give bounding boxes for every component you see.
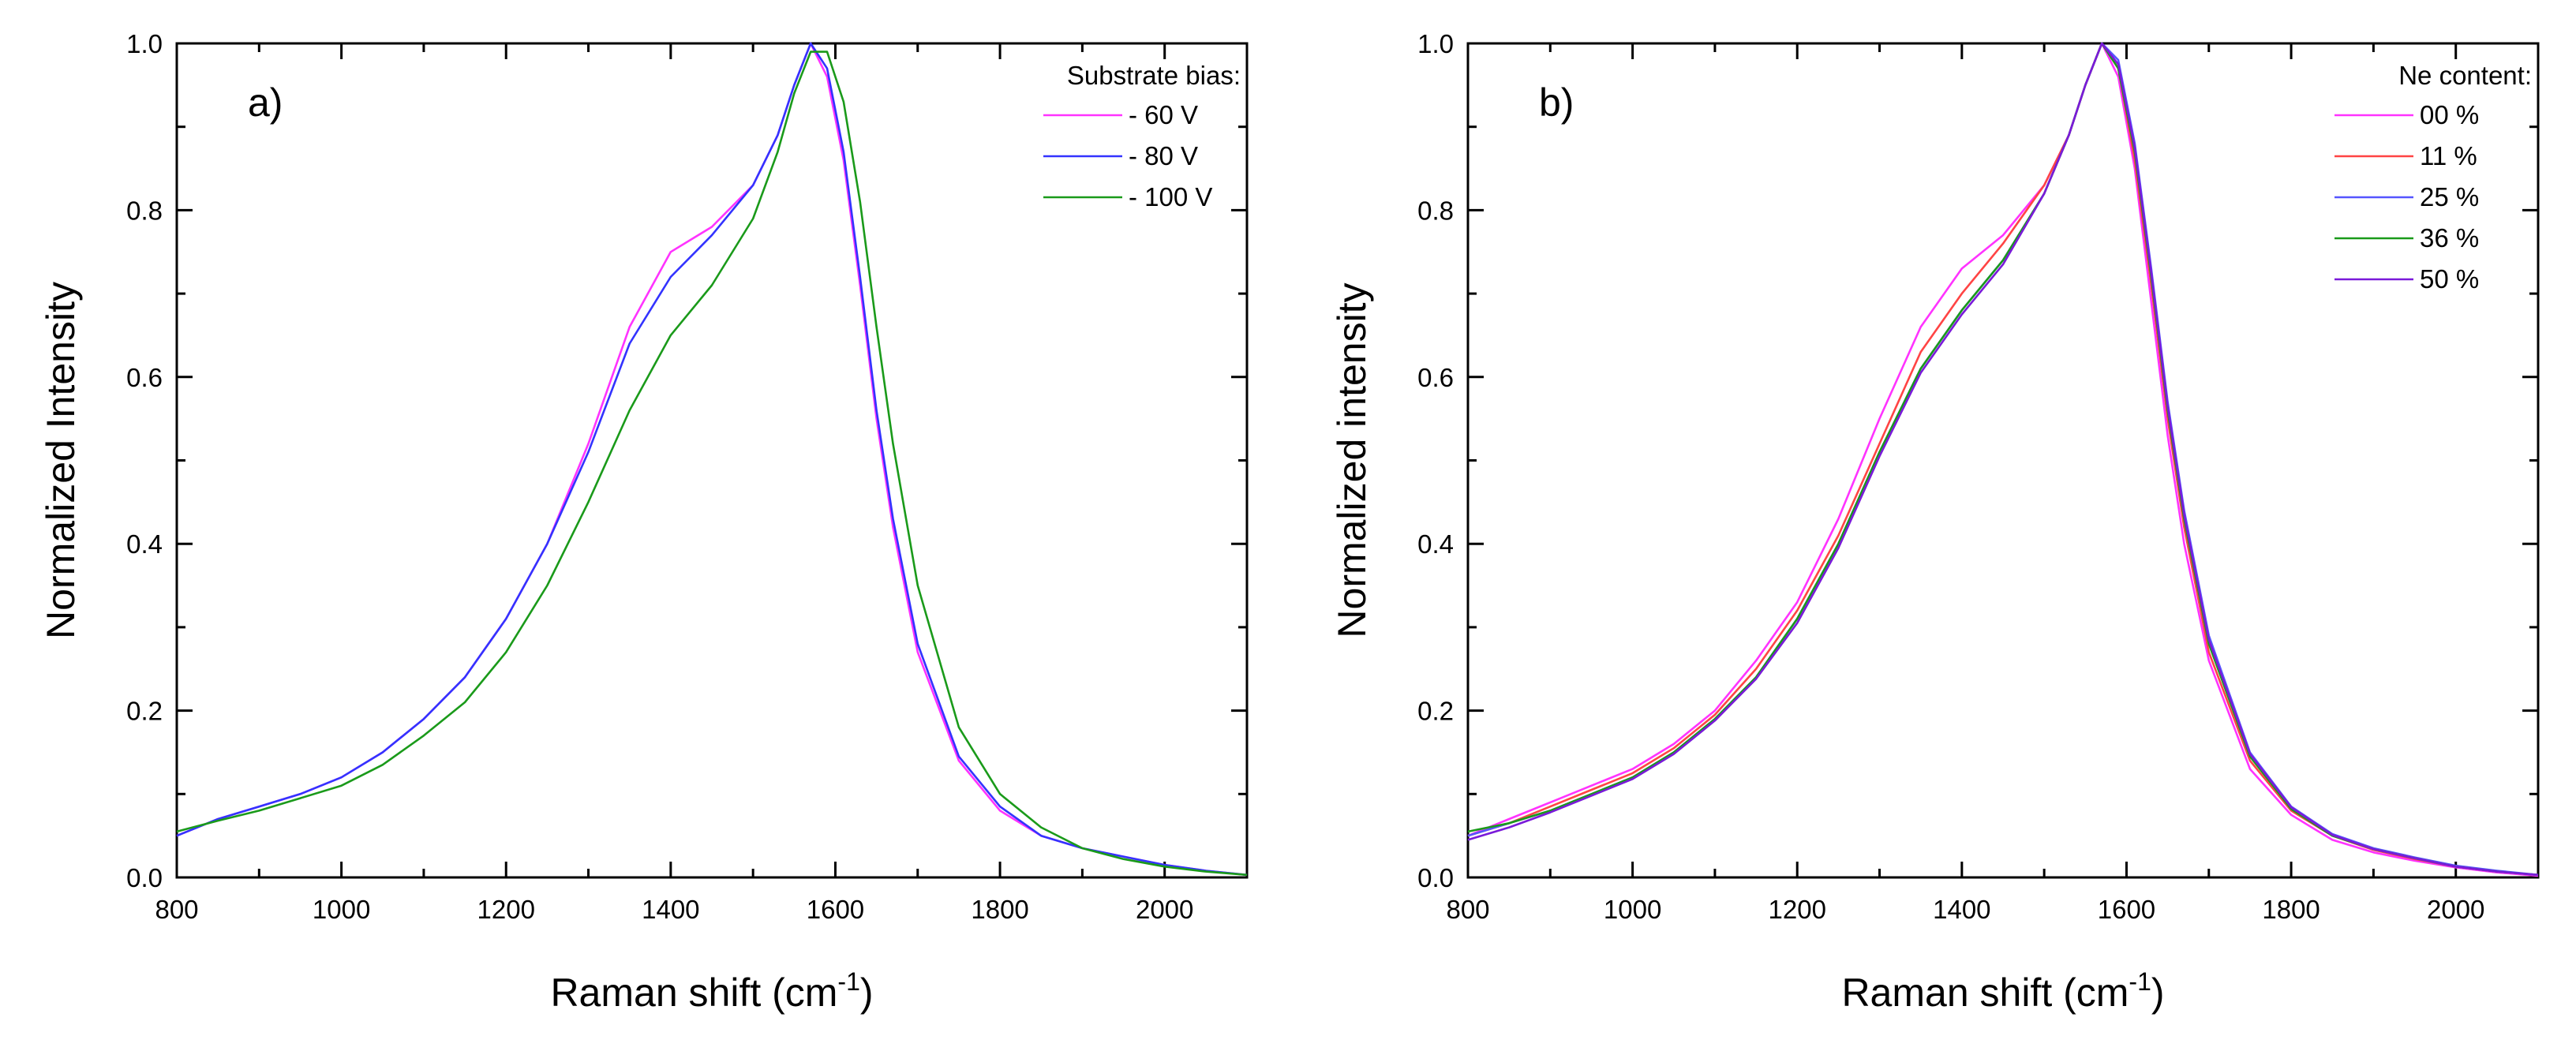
x-tick-label: 1200 bbox=[1769, 895, 1826, 924]
series-line-1 bbox=[1467, 42, 2539, 877]
legend-label: 25 % bbox=[2420, 182, 2479, 211]
series-line-0 bbox=[1467, 42, 2539, 877]
x-tick-label: 1200 bbox=[477, 895, 535, 924]
y-tick-label: 0.6 bbox=[126, 363, 163, 392]
plot-frame bbox=[1466, 42, 2540, 879]
series-line-3 bbox=[1467, 42, 2539, 877]
y-tick-label: 1.0 bbox=[1417, 29, 1454, 58]
y-tick-label: 0.2 bbox=[1417, 697, 1454, 726]
y-tick-label: 0.4 bbox=[1417, 529, 1454, 559]
x-tick-label: 1800 bbox=[2262, 895, 2320, 924]
y-tick-label: 1.0 bbox=[126, 29, 163, 58]
legend-label: - 60 V bbox=[1129, 100, 1198, 129]
panel-label: b) bbox=[1539, 80, 1574, 125]
x-tick-label: 2000 bbox=[2427, 895, 2484, 924]
y-tick-label: 0.2 bbox=[126, 697, 163, 726]
x-axis-label-text: Raman shift (cm bbox=[1841, 971, 2129, 1015]
chart-panel-a: 800 1000 1200 1400 1600 1800 2000 0.0 0.2 0.4 0.6 0… bbox=[39, 29, 1249, 1015]
x-tick-label: 2000 bbox=[1136, 895, 1193, 924]
x-axis-label: Raman shift (cm-1) bbox=[1841, 967, 2164, 1015]
series-line-2 bbox=[176, 50, 1248, 877]
legend-title: Ne content: bbox=[2398, 61, 2532, 90]
x-axis-label-end: ) bbox=[2151, 971, 2165, 1015]
x-tick-label: 1000 bbox=[313, 895, 370, 924]
chart-panel-b: 800 1000 1200 1400 1600 1800 2000 0.0 0.2 0.4 0.6 0… bbox=[1330, 29, 2540, 1015]
series-line-2 bbox=[1467, 42, 2539, 877]
x-axis-label-end: ) bbox=[860, 971, 874, 1015]
legend-label: 00 % bbox=[2420, 100, 2479, 129]
x-axis-label-superscript: -1 bbox=[837, 967, 859, 996]
y-tick-label: 0.4 bbox=[126, 529, 163, 559]
legend-label: - 100 V bbox=[1129, 182, 1212, 211]
y-tick-label: 0.0 bbox=[126, 863, 163, 892]
panel-label: a) bbox=[248, 80, 283, 125]
x-tick-label: 1600 bbox=[807, 895, 864, 924]
y-tick-label: 0.8 bbox=[1417, 196, 1454, 225]
y-tick-label: 0.0 bbox=[1417, 863, 1454, 892]
legend-label: 11 % bbox=[2420, 141, 2477, 170]
legend-title: Substrate bias: bbox=[1067, 61, 1241, 90]
series-line-1 bbox=[176, 42, 1248, 877]
x-tick-label: 800 bbox=[1446, 895, 1489, 924]
x-axis-label: Raman shift (cm-1) bbox=[550, 967, 873, 1015]
x-tick-label: 1600 bbox=[2098, 895, 2155, 924]
x-tick-label: 1000 bbox=[1604, 895, 1661, 924]
series-line-0 bbox=[176, 42, 1248, 877]
x-axis-label-text: Raman shift (cm bbox=[550, 971, 837, 1015]
legend-label: 50 % bbox=[2420, 264, 2479, 294]
x-tick-label: 800 bbox=[155, 895, 198, 924]
legend-label: - 80 V bbox=[1129, 141, 1198, 170]
y-tick-label: 0.8 bbox=[126, 196, 163, 225]
y-tick-label: 0.6 bbox=[1417, 363, 1454, 392]
x-tick-label: 1400 bbox=[1933, 895, 1990, 924]
legend-label: 36 % bbox=[2420, 223, 2479, 252]
plot-frame bbox=[175, 42, 1249, 879]
x-tick-label: 1800 bbox=[971, 895, 1028, 924]
x-tick-label: 1400 bbox=[642, 895, 699, 924]
series-line-4 bbox=[1467, 42, 2539, 877]
x-axis-label-superscript: -1 bbox=[2129, 967, 2151, 996]
y-axis-label: Normalized intensity bbox=[1330, 282, 1374, 638]
y-axis-label: Normalized Intensity bbox=[39, 282, 83, 639]
